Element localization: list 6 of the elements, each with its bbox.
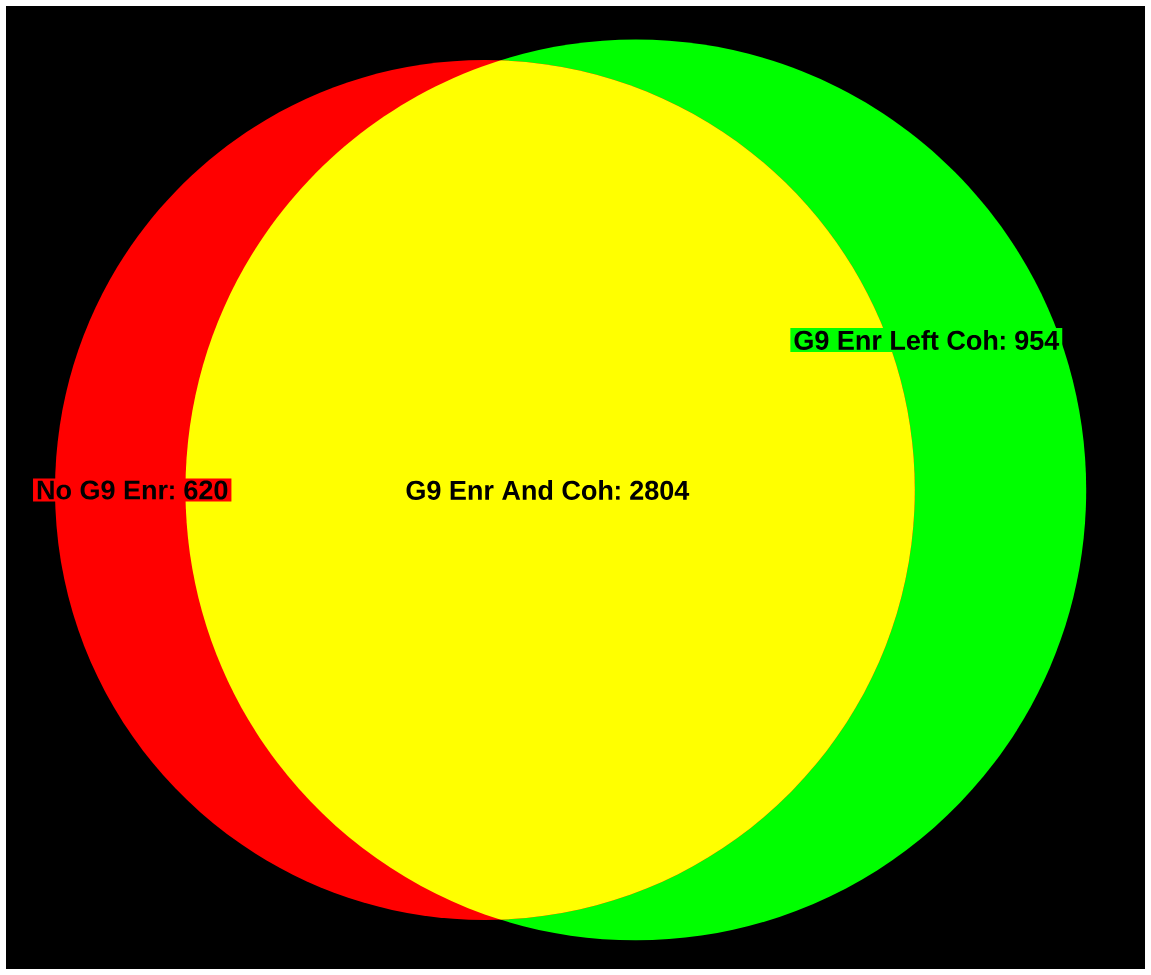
data-label: 2804 [630,480,690,500]
category-label: G9 Enr And Coh [406,480,613,500]
data-label: 620 [184,480,228,500]
category-label: G9 Enr Left Coh [794,330,998,350]
category-label: No G9 Enr [37,480,168,500]
data-label: 954 [1015,330,1060,350]
